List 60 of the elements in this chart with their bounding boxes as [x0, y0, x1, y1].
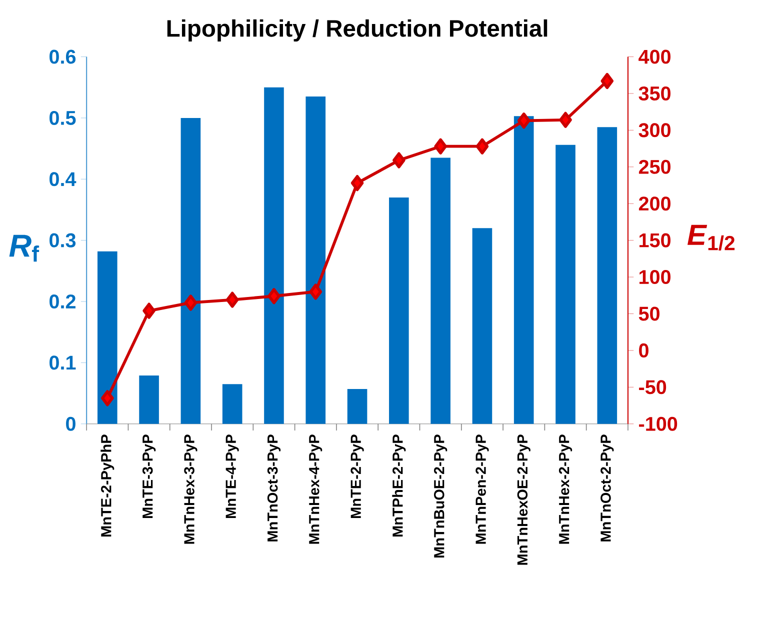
x-tick-label: MnTPhE-2-PyP: [392, 434, 406, 537]
y2-tick-label: -100: [639, 416, 678, 431]
y2-tick-label: 50: [638, 306, 660, 321]
point: [309, 284, 322, 300]
bar: [472, 228, 492, 424]
bar: [306, 96, 326, 424]
bar: [430, 158, 450, 424]
x-tick-label: MnTnHex-4-PyP: [309, 434, 322, 544]
y-tick-label: 0.1: [50, 356, 76, 370]
y2-tick-label: 250: [638, 160, 670, 174]
x-tick-label: MnTnOct-3-PyP: [267, 434, 281, 542]
y-tick-label: 0.6: [50, 50, 76, 64]
point: [268, 288, 280, 304]
bar: [180, 118, 201, 424]
x-tick-label: MnTnBuOE-2-PyP: [434, 434, 448, 558]
point: [350, 175, 364, 192]
bar: [97, 251, 118, 424]
y2-tick-label: 200: [638, 196, 670, 211]
point: [100, 390, 114, 406]
y-tick-label: 0.2: [50, 294, 76, 309]
point: [600, 73, 614, 90]
bar: [597, 127, 618, 424]
x-tick-label: MnTE-2-PyP: [350, 434, 364, 518]
point: [476, 138, 489, 155]
point: [226, 292, 239, 308]
y-tick-label: 0: [66, 416, 76, 432]
x-tick-label: MnTE-4-PyP: [226, 434, 239, 518]
y2-axis-title: E$_{1/2}$: [688, 224, 735, 251]
point: [392, 152, 406, 168]
y2-tick-label: 100: [640, 270, 670, 284]
bar: [222, 384, 242, 424]
point: [184, 294, 198, 311]
bar: [139, 376, 159, 424]
y2-tick-label: 300: [638, 123, 670, 138]
y-tick-label: 0.3: [50, 233, 76, 248]
x-tick-label: MnTnHex-2-PyP: [558, 434, 572, 544]
x-tick-label: MnTE-3-PyP: [142, 434, 156, 518]
point: [142, 302, 156, 319]
bar: [389, 198, 409, 424]
chart-title: Lipophilicity / Reduction Potential: [167, 20, 548, 42]
bar: [514, 116, 534, 424]
y2-tick-label: 150: [640, 233, 670, 248]
x-tick-label: MnTnHex-3-PyP: [184, 434, 198, 544]
y2-tick-label: 0: [639, 344, 648, 358]
bar: [347, 389, 368, 424]
y-tick-label: 0.5: [50, 111, 76, 126]
point: [517, 112, 530, 129]
x-tick-label: MnTE-2-PyPhP: [100, 434, 114, 537]
x-tick-label: MnTnOct-2-PyP: [600, 434, 614, 542]
y2-tick-label: 400: [638, 50, 670, 64]
x-tick-label: MnTnPen-2-PyP: [476, 434, 489, 544]
point: [559, 112, 572, 128]
y2-tick-label: 350: [638, 86, 670, 101]
point: [434, 138, 447, 155]
x-tick-label: MnTnHexOE-2-PyP: [517, 434, 530, 565]
y2-tick-label: -50: [639, 380, 666, 394]
bar: [264, 87, 284, 424]
y-tick-label: 0.4: [50, 172, 76, 186]
bar: [556, 145, 576, 424]
y-axis-title: R$_{f}$: [9, 235, 40, 262]
